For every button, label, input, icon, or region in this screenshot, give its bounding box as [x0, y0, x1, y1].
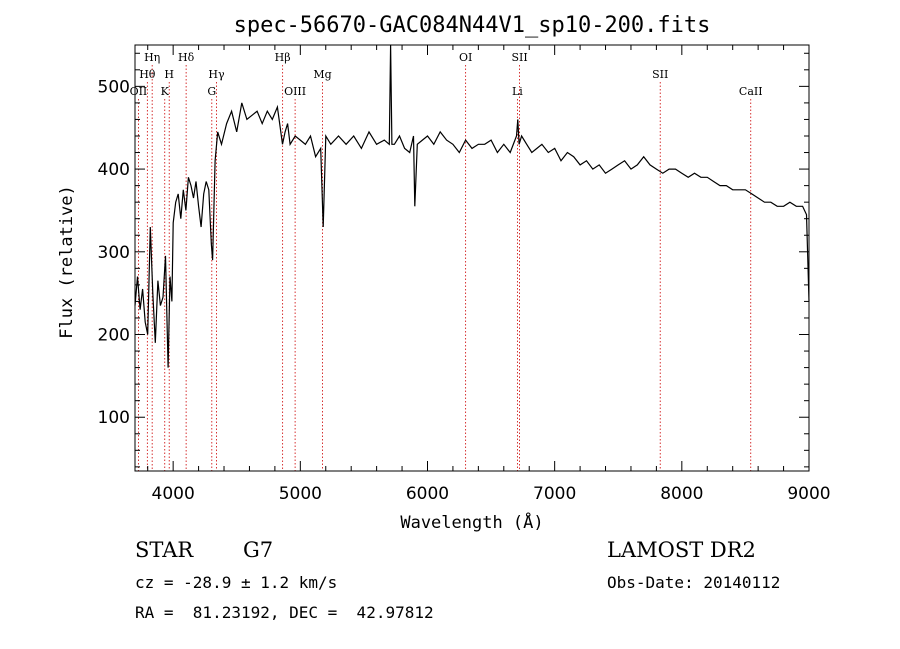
- spectral-line-label: Hδ: [178, 51, 195, 64]
- spectral-line-label: K: [161, 85, 170, 98]
- observation-date: Obs-Date: 20140112: [607, 573, 781, 592]
- x-tick-label: 9000: [787, 484, 830, 504]
- spectral-subclass: G7: [243, 538, 274, 562]
- spectral-line-label: OI: [459, 51, 472, 64]
- y-tick-label: 400: [98, 160, 130, 180]
- y-tick-label: 200: [98, 326, 130, 346]
- spectral-line-label: OII: [130, 85, 148, 98]
- survey-release: LAMOST DR2: [607, 538, 756, 562]
- redshift-velocity: cz = -28.9 ± 1.2 km/s: [135, 573, 338, 592]
- plot-frame: [134, 44, 810, 472]
- y-tick-label: 100: [98, 408, 130, 428]
- axis-ticks-layer: 4000 5000 6000 7000 8000 9000 100 200 300 400 500: [98, 45, 831, 504]
- spectral-line-label: Hβ: [275, 51, 291, 64]
- coordinates: RA = 81.23192, DEC = 42.97812: [135, 603, 434, 622]
- object-class: STAR: [135, 538, 194, 562]
- spectral-line-label: Li: [512, 85, 523, 98]
- spectral-line-label: Hθ: [139, 68, 156, 81]
- spectral-line-label: H: [164, 68, 174, 81]
- spectral-line-label: G: [207, 85, 216, 98]
- x-tick-label: 6000: [406, 484, 449, 504]
- spectrum-series-line: [134, 44, 810, 368]
- spectral-line-label: SII: [511, 51, 527, 64]
- spectral-line-label: Hγ: [208, 68, 225, 81]
- y-tick-label: 300: [98, 243, 130, 263]
- x-tick-label: 4000: [152, 484, 195, 504]
- spectral-line-label: CaII: [739, 85, 763, 98]
- spectral-line-label: OIII: [284, 85, 306, 98]
- y-tick-label: 500: [98, 77, 130, 97]
- spectral-line-label: Mg: [313, 68, 331, 81]
- x-tick-label: 7000: [533, 484, 576, 504]
- spectral-line-label: SII: [652, 68, 668, 81]
- emission-lines-layer: OII Hθ Hη KH Hδ G Hγ Hβ OIII Mg OI Li SII SII CaII: [130, 51, 763, 471]
- y-axis-label: Flux (relative): [57, 185, 77, 339]
- x-tick-label: 5000: [279, 484, 322, 504]
- x-axis-label: Wavelength (Å): [400, 511, 543, 533]
- chart-title: spec-56670-GAC084N44V1_sp10-200.fits: [234, 13, 711, 38]
- spectral-line-label: Hη: [144, 51, 160, 64]
- x-tick-label: 8000: [660, 484, 703, 504]
